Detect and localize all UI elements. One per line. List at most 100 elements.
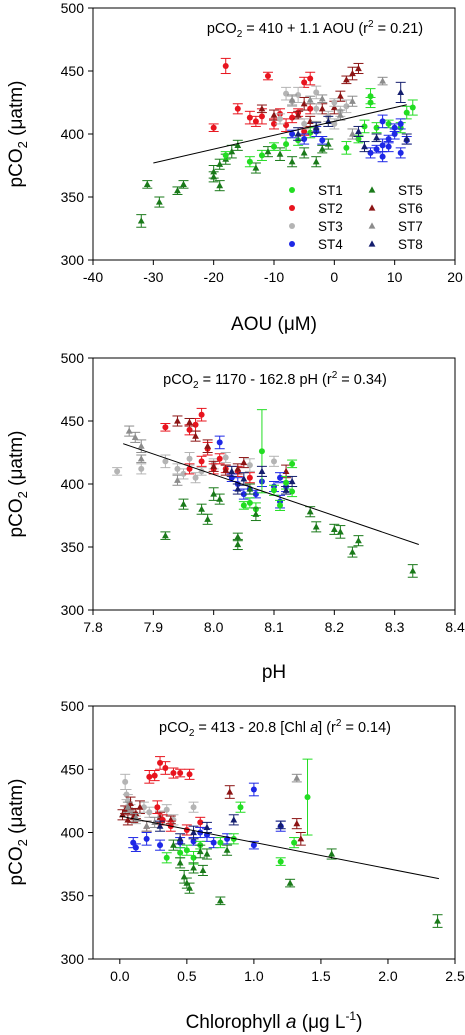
data-point bbox=[190, 828, 197, 836]
data-point bbox=[138, 465, 145, 472]
data-point bbox=[203, 823, 211, 831]
x-tick-label: 0 bbox=[330, 269, 338, 285]
x-tick-label: 7.9 bbox=[144, 619, 164, 635]
data-point bbox=[324, 140, 332, 147]
y-tick-label: 450 bbox=[61, 413, 85, 429]
data-point bbox=[286, 879, 294, 886]
data-point bbox=[216, 897, 224, 904]
x-tick-label: -10 bbox=[264, 269, 284, 285]
data-point bbox=[237, 804, 244, 811]
series-st1 bbox=[161, 758, 313, 866]
data-point bbox=[288, 96, 296, 103]
data-point bbox=[264, 148, 272, 155]
legend-marker-st2 bbox=[289, 205, 295, 211]
data-point bbox=[159, 816, 166, 823]
x-tick-label: 2.5 bbox=[445, 968, 465, 984]
data-point bbox=[246, 499, 253, 506]
legend-marker-st5 bbox=[368, 186, 376, 193]
data-point bbox=[176, 859, 184, 866]
data-point bbox=[343, 103, 350, 110]
panel-ph: 7.8 7.9 8.0 8.1 8.2 8.3 8.4 300 350 400 450 500 pH pC… bbox=[6, 350, 465, 683]
x-tick-label: 1.0 bbox=[244, 968, 264, 984]
legend-marker-st4 bbox=[289, 241, 295, 247]
data-point bbox=[355, 136, 362, 143]
data-point bbox=[234, 540, 242, 548]
data-point bbox=[264, 73, 271, 80]
data-point bbox=[319, 137, 326, 144]
data-point bbox=[283, 141, 290, 148]
data-point bbox=[330, 525, 338, 532]
data-point bbox=[186, 418, 193, 425]
data-point bbox=[336, 92, 344, 99]
data-point bbox=[174, 465, 181, 472]
x-tick-label: -30 bbox=[143, 269, 163, 285]
data-point bbox=[361, 123, 368, 130]
legend-marker-st6 bbox=[368, 204, 376, 211]
data-point bbox=[216, 182, 224, 189]
data-point bbox=[210, 839, 217, 846]
data-point bbox=[137, 455, 145, 462]
data-point bbox=[146, 773, 153, 780]
regression-line bbox=[123, 443, 419, 545]
data-point bbox=[163, 854, 170, 861]
data-point bbox=[246, 158, 253, 165]
y-tick-label: 300 bbox=[61, 951, 85, 967]
data-point bbox=[192, 474, 199, 481]
data-point bbox=[271, 458, 277, 465]
data-point bbox=[258, 448, 265, 455]
data-points bbox=[112, 407, 418, 578]
data-point bbox=[391, 131, 398, 137]
data-point bbox=[271, 143, 277, 150]
data-point bbox=[177, 849, 184, 856]
legend-label-st2: ST2 bbox=[318, 201, 343, 216]
data-point bbox=[180, 470, 187, 477]
x-tick-label: 10 bbox=[387, 269, 403, 285]
regression-equation: pCO2 = 410 + 1.1 AOU (r2 = 0.21) bbox=[207, 19, 423, 40]
data-point bbox=[186, 884, 193, 891]
series-st8 bbox=[293, 81, 412, 153]
data-point bbox=[277, 115, 284, 122]
data-point bbox=[222, 454, 229, 461]
data-point bbox=[288, 158, 296, 165]
data-point bbox=[258, 467, 266, 474]
legend-label-st4: ST4 bbox=[318, 237, 343, 252]
data-point bbox=[222, 152, 229, 159]
data-point bbox=[252, 164, 260, 171]
data-point bbox=[409, 104, 416, 111]
data-point bbox=[301, 128, 308, 135]
data-point bbox=[186, 465, 193, 472]
data-point bbox=[355, 127, 362, 135]
data-point bbox=[146, 809, 153, 816]
x-axis-label: pH bbox=[262, 662, 286, 683]
data-point bbox=[162, 424, 169, 431]
x-tick-label: 8.3 bbox=[385, 619, 405, 635]
data-point bbox=[156, 822, 164, 829]
data-point bbox=[174, 187, 181, 194]
data-point bbox=[277, 502, 284, 509]
data-point bbox=[217, 839, 224, 846]
data-point bbox=[186, 426, 193, 433]
x-tick-label: 8.0 bbox=[204, 619, 224, 635]
y-tick-label: 500 bbox=[61, 698, 85, 714]
data-point bbox=[282, 486, 290, 493]
data-point bbox=[283, 479, 290, 486]
x-tick-label: -20 bbox=[204, 269, 224, 285]
data-point bbox=[330, 103, 338, 111]
data-point bbox=[361, 143, 368, 150]
data-point bbox=[162, 458, 169, 465]
y-tick-label: 500 bbox=[61, 350, 85, 366]
data-point bbox=[355, 64, 362, 72]
data-point bbox=[294, 111, 302, 118]
data-point bbox=[293, 774, 301, 781]
data-point bbox=[379, 77, 386, 84]
data-point bbox=[162, 532, 169, 539]
data-point bbox=[246, 462, 253, 469]
x-tick-label: 2.0 bbox=[378, 968, 398, 984]
data-point bbox=[289, 114, 296, 121]
x-tick-label: 8.4 bbox=[445, 619, 465, 635]
data-point bbox=[301, 136, 308, 143]
data-point bbox=[190, 864, 197, 871]
y-tick-label: 450 bbox=[61, 761, 85, 777]
data-point bbox=[246, 114, 253, 121]
x-axis-label: AOU (μM) bbox=[231, 314, 317, 335]
